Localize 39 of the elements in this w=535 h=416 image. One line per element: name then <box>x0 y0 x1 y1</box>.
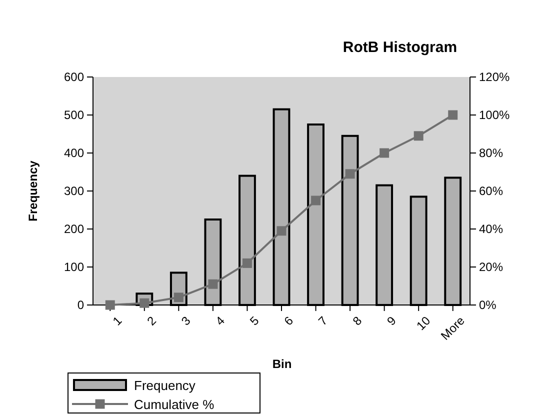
x-tick-label: 8 <box>350 313 365 328</box>
y2-tick-label: 60% <box>479 184 504 198</box>
point <box>380 148 390 158</box>
y-tick-label: 200 <box>64 222 84 236</box>
y-tick-label: 0 <box>77 298 84 312</box>
y-tick-label: 300 <box>64 184 84 198</box>
point <box>276 226 286 236</box>
legend-label: Cumulative % <box>134 397 215 412</box>
y2-tick-label: 20% <box>479 260 504 274</box>
point <box>311 196 321 206</box>
y2-tick-label: 80% <box>479 146 504 160</box>
x-tick-label: 7 <box>316 313 331 328</box>
x-tick-label: 9 <box>384 313 400 328</box>
point <box>174 292 184 302</box>
y2-tick-label: 120% <box>479 70 510 84</box>
x-axis-title: Bin <box>272 357 292 371</box>
point <box>448 110 458 120</box>
point <box>242 258 252 268</box>
x-tick-label: 10 <box>414 313 434 333</box>
point <box>414 131 424 141</box>
chart-title: RotB Histogram <box>342 39 458 56</box>
point <box>105 300 115 310</box>
point <box>345 169 355 179</box>
x-tick-label: 1 <box>110 313 125 328</box>
x-tick-label: 2 <box>144 313 160 328</box>
y-tick-label: 500 <box>64 108 84 122</box>
point <box>208 279 218 289</box>
y-axis-title: Frequency <box>26 160 40 222</box>
y-tick-label: 100 <box>64 260 84 274</box>
y2-tick-label: 100% <box>479 108 510 122</box>
x-tick-label: 3 <box>178 313 194 328</box>
x-tick-label: 4 <box>212 313 228 328</box>
x-tick-label: 6 <box>281 313 296 328</box>
y-tick-label: 400 <box>64 146 84 160</box>
y2-tick-label: 0% <box>479 298 497 312</box>
y-tick-label: 600 <box>64 70 84 84</box>
legend-label: Frequency <box>134 378 196 393</box>
x-tick-label: 5 <box>247 313 262 328</box>
y2-tick-label: 40% <box>479 222 504 236</box>
